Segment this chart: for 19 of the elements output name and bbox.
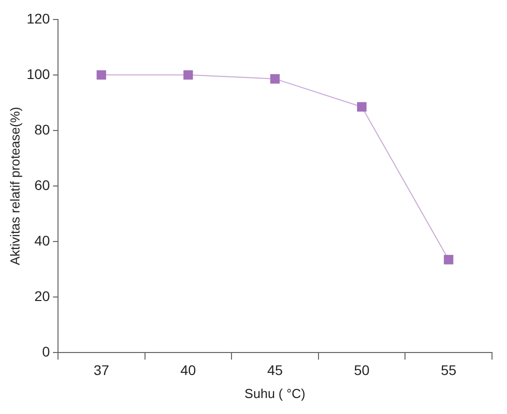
- y-axis-title: Aktivitas relatif protease(%): [7, 106, 22, 266]
- x-tick-label: 40: [180, 362, 196, 378]
- x-tick-label: 37: [94, 362, 110, 378]
- y-tick-label: 40: [34, 232, 50, 248]
- point: [444, 254, 454, 264]
- y-tick-label: 100: [26, 66, 50, 82]
- point: [96, 70, 106, 80]
- y-tick-label: 60: [34, 176, 50, 193]
- point: [270, 74, 280, 84]
- x-axis-title: Suhu ( °C): [244, 386, 306, 401]
- y-tick-label: 20: [34, 288, 50, 304]
- point: [183, 70, 193, 80]
- x-tick-label: 50: [354, 362, 370, 378]
- point: [357, 102, 367, 112]
- x-tick-label: 55: [440, 362, 457, 378]
- y-tick-label: 0: [42, 343, 50, 360]
- x-tick-label: 45: [267, 362, 283, 378]
- y-tick-label: 80: [34, 121, 50, 138]
- y-tick-label: 120: [26, 10, 50, 26]
